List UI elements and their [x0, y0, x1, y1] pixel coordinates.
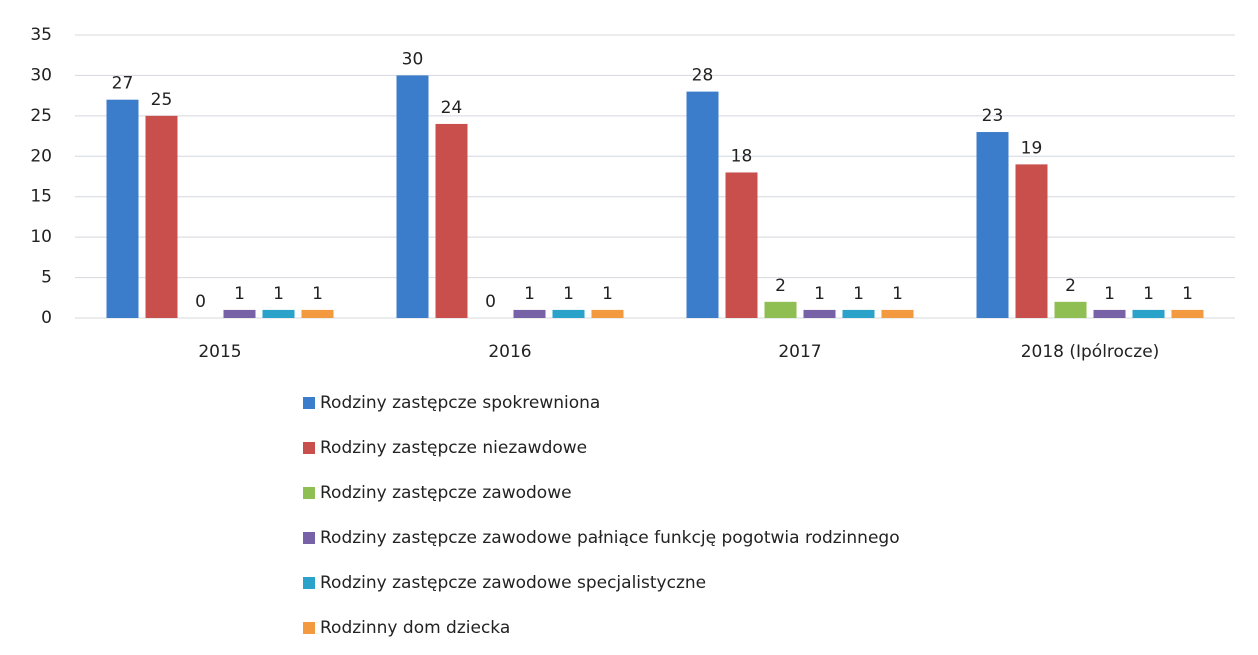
y-tick-label: 5 — [41, 268, 52, 288]
y-tick-label: 35 — [30, 25, 52, 45]
bar — [764, 301, 797, 318]
bar — [1054, 301, 1087, 318]
bar — [686, 91, 719, 318]
bar — [881, 309, 914, 318]
y-tick-label: 0 — [41, 308, 52, 328]
legend-swatch — [303, 397, 315, 409]
legend-swatch — [303, 532, 315, 544]
bar — [1171, 309, 1204, 318]
y-tick-label: 25 — [30, 106, 52, 126]
y-tick-label: 30 — [30, 65, 52, 85]
bar — [803, 309, 836, 318]
bar — [262, 309, 295, 318]
legend-label: Rodzinny dom dziecka — [320, 618, 510, 638]
data-label: 2 — [1065, 276, 1076, 296]
bar — [842, 309, 875, 318]
data-label: 1 — [1182, 284, 1193, 304]
bar — [435, 123, 468, 318]
data-label: 1 — [892, 284, 903, 304]
bar — [396, 75, 429, 318]
bar — [591, 309, 624, 318]
data-label: 1 — [602, 284, 613, 304]
bar — [223, 309, 256, 318]
data-label: 18 — [731, 146, 753, 166]
data-label: 28 — [692, 66, 714, 86]
legend-swatch — [303, 487, 315, 499]
data-label: 1 — [853, 284, 864, 304]
legend-label: Rodziny zastępcze zawodowe — [320, 483, 572, 503]
bar — [106, 99, 139, 318]
bar — [1015, 164, 1048, 318]
data-label: 2 — [775, 276, 786, 296]
bar — [552, 309, 585, 318]
data-label: 1 — [563, 284, 574, 304]
x-tick-label: 2016 — [488, 342, 531, 362]
y-tick-label: 10 — [30, 227, 52, 247]
bar — [301, 309, 334, 318]
legend-swatch — [303, 442, 315, 454]
x-tick-label: 2015 — [198, 342, 241, 362]
bar — [513, 309, 546, 318]
data-label: 19 — [1021, 138, 1043, 158]
legend-label: Rodziny zastępcze zawodowe specjalistycz… — [320, 573, 706, 593]
data-label: 0 — [485, 292, 496, 312]
data-label: 1 — [234, 284, 245, 304]
legend-swatch — [303, 622, 315, 634]
data-label: 1 — [312, 284, 323, 304]
data-label: 27 — [112, 74, 134, 94]
y-tick-label: 20 — [30, 146, 52, 166]
y-tick-label: 15 — [30, 187, 52, 207]
data-label: 0 — [195, 292, 206, 312]
data-label: 23 — [982, 106, 1004, 126]
bar — [725, 172, 758, 318]
x-tick-label: 2018 (Ipólrocze) — [1021, 342, 1160, 362]
data-label: 24 — [441, 98, 463, 118]
bar — [145, 115, 178, 318]
data-label: 30 — [402, 49, 424, 69]
data-label: 1 — [524, 284, 535, 304]
bar — [976, 132, 1009, 318]
legend-swatch — [303, 577, 315, 589]
legend-label: Rodziny zastępcze niezawdowe — [320, 438, 587, 458]
bar — [1093, 309, 1126, 318]
data-label: 1 — [1143, 284, 1154, 304]
x-tick-label: 2017 — [778, 342, 821, 362]
bar — [1132, 309, 1165, 318]
data-label: 25 — [151, 90, 173, 110]
data-label: 1 — [1104, 284, 1115, 304]
data-label: 1 — [273, 284, 284, 304]
legend-label: Rodziny zastępcze spokrewniona — [320, 393, 600, 413]
legend-label: Rodziny zastępcze zawodowe pałniące funk… — [320, 528, 900, 548]
data-label: 1 — [814, 284, 825, 304]
